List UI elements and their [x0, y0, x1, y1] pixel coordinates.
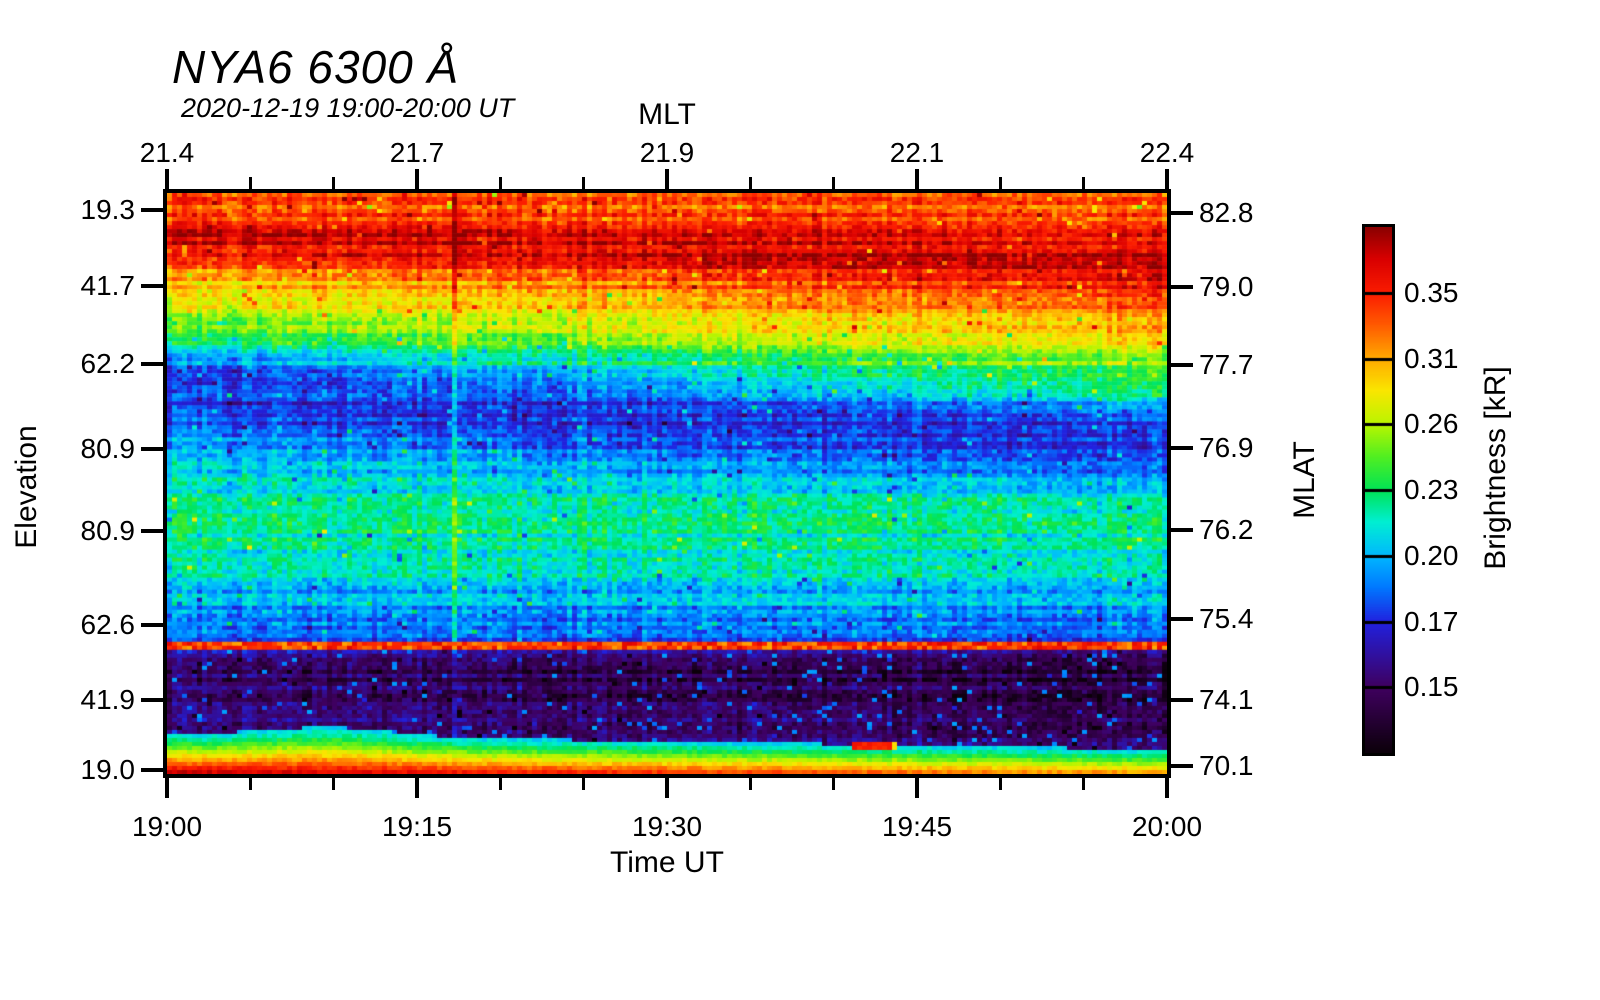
axis-tick-mark [1082, 177, 1086, 189]
axis-tick-mark [248, 177, 252, 189]
top-tick-label: 22.4 [1139, 137, 1195, 168]
colorbar-tick-label: 0.26 [1404, 408, 1459, 440]
top-tick-label: 22.1 [889, 137, 945, 168]
axis-tick-mark [1171, 698, 1193, 703]
axis-tick-mark [1171, 362, 1193, 367]
axis-tick-mark [141, 283, 163, 288]
left-axis-title: Elevation [10, 425, 43, 549]
bottom-axis-title: Time UT [610, 846, 724, 879]
axis-tick-mark [1165, 169, 1169, 189]
axis-tick-mark [332, 177, 336, 189]
axis-tick-mark [915, 169, 919, 189]
axis-tick-mark [165, 169, 169, 189]
axis-tick-mark [832, 177, 836, 189]
bottom-tick-label: 20:00 [1131, 811, 1203, 842]
right-axis-title: MLAT [1288, 441, 1321, 519]
right-tick-label: 75.4 [1199, 602, 1254, 634]
left-tick-label: 41.7 [80, 269, 136, 301]
right-tick-label: 77.7 [1199, 348, 1254, 380]
left-tick-label: 62.6 [80, 608, 136, 640]
right-tick-label: 82.8 [1199, 196, 1254, 228]
axis-tick-mark [1165, 778, 1169, 798]
colorbar-tick-label: 0.35 [1404, 276, 1459, 308]
axis-tick-mark [1171, 446, 1193, 451]
left-tick-label: 19.0 [80, 753, 136, 785]
axis-tick-mark [141, 767, 163, 772]
axis-tick-mark [248, 778, 252, 790]
axis-tick-mark [165, 778, 169, 798]
plot-subtitle: 2020-12-19 19:00-20:00 UT [181, 93, 515, 123]
axis-tick-mark [415, 778, 419, 798]
axis-tick-mark [665, 778, 669, 798]
colorbar-gradient [1365, 227, 1392, 753]
axis-tick-mark [1171, 285, 1193, 290]
top-axis-title: MLT [638, 98, 696, 131]
axis-tick-mark [1082, 778, 1086, 790]
axis-tick-mark [582, 778, 586, 790]
right-tick-label: 79.0 [1199, 271, 1254, 303]
left-tick-label: 80.9 [80, 515, 136, 547]
axis-tick-mark [1171, 763, 1193, 768]
axis-tick-mark [141, 207, 163, 212]
keogram-heatmap-canvas [167, 193, 1167, 774]
axis-tick-mark [141, 361, 163, 366]
left-tick-label: 80.9 [80, 433, 136, 465]
top-tick-label: 21.9 [639, 137, 695, 168]
colorbar-title: Brightness [kR] [1479, 366, 1512, 570]
axis-tick-mark [498, 177, 502, 189]
axis-tick-mark [1171, 616, 1193, 621]
colorbar-tick-label: 0.23 [1404, 474, 1459, 505]
axis-tick-mark [582, 177, 586, 189]
right-tick-label: 76.9 [1199, 432, 1254, 464]
left-tick-label: 62.2 [80, 347, 136, 379]
axis-tick-mark [141, 529, 163, 534]
axis-tick-mark [748, 778, 752, 790]
left-tick-label: 19.3 [80, 193, 136, 225]
colorbar-tick-label: 0.31 [1404, 342, 1459, 374]
colorbar-tick-label: 0.17 [1404, 605, 1459, 637]
axis-tick-mark [141, 622, 163, 627]
axis-tick-mark [415, 169, 419, 189]
axis-tick-mark [998, 778, 1002, 790]
axis-tick-mark [665, 169, 669, 189]
plot-frame [163, 189, 1171, 778]
colorbar-tick-label: 0.15 [1404, 671, 1459, 703]
axis-tick-mark [1171, 527, 1193, 532]
left-tick-label: 41.9 [80, 684, 136, 716]
top-tick-label: 21.7 [389, 137, 445, 168]
axis-tick-mark [748, 177, 752, 189]
right-tick-label: 76.2 [1199, 513, 1254, 545]
axis-tick-mark [915, 778, 919, 798]
right-tick-label: 70.1 [1199, 749, 1254, 781]
bottom-tick-label: 19:45 [881, 811, 953, 842]
axis-tick-mark [832, 778, 836, 790]
axis-tick-mark [332, 778, 336, 790]
top-tick-label: 21.4 [139, 137, 195, 168]
axis-tick-mark [1171, 210, 1193, 215]
axis-tick-mark [141, 447, 163, 452]
colorbar-frame [1362, 224, 1395, 756]
colorbar-tick-label: 0.20 [1404, 539, 1459, 571]
axis-tick-mark [498, 778, 502, 790]
axis-tick-mark [141, 698, 163, 703]
bottom-tick-label: 19:30 [631, 811, 703, 842]
right-tick-label: 74.1 [1199, 684, 1254, 716]
bottom-tick-label: 19:15 [381, 811, 453, 842]
axis-tick-mark [998, 177, 1002, 189]
bottom-tick-label: 19:00 [131, 811, 203, 842]
plot-title: NYA6 6300 Å [172, 41, 460, 93]
